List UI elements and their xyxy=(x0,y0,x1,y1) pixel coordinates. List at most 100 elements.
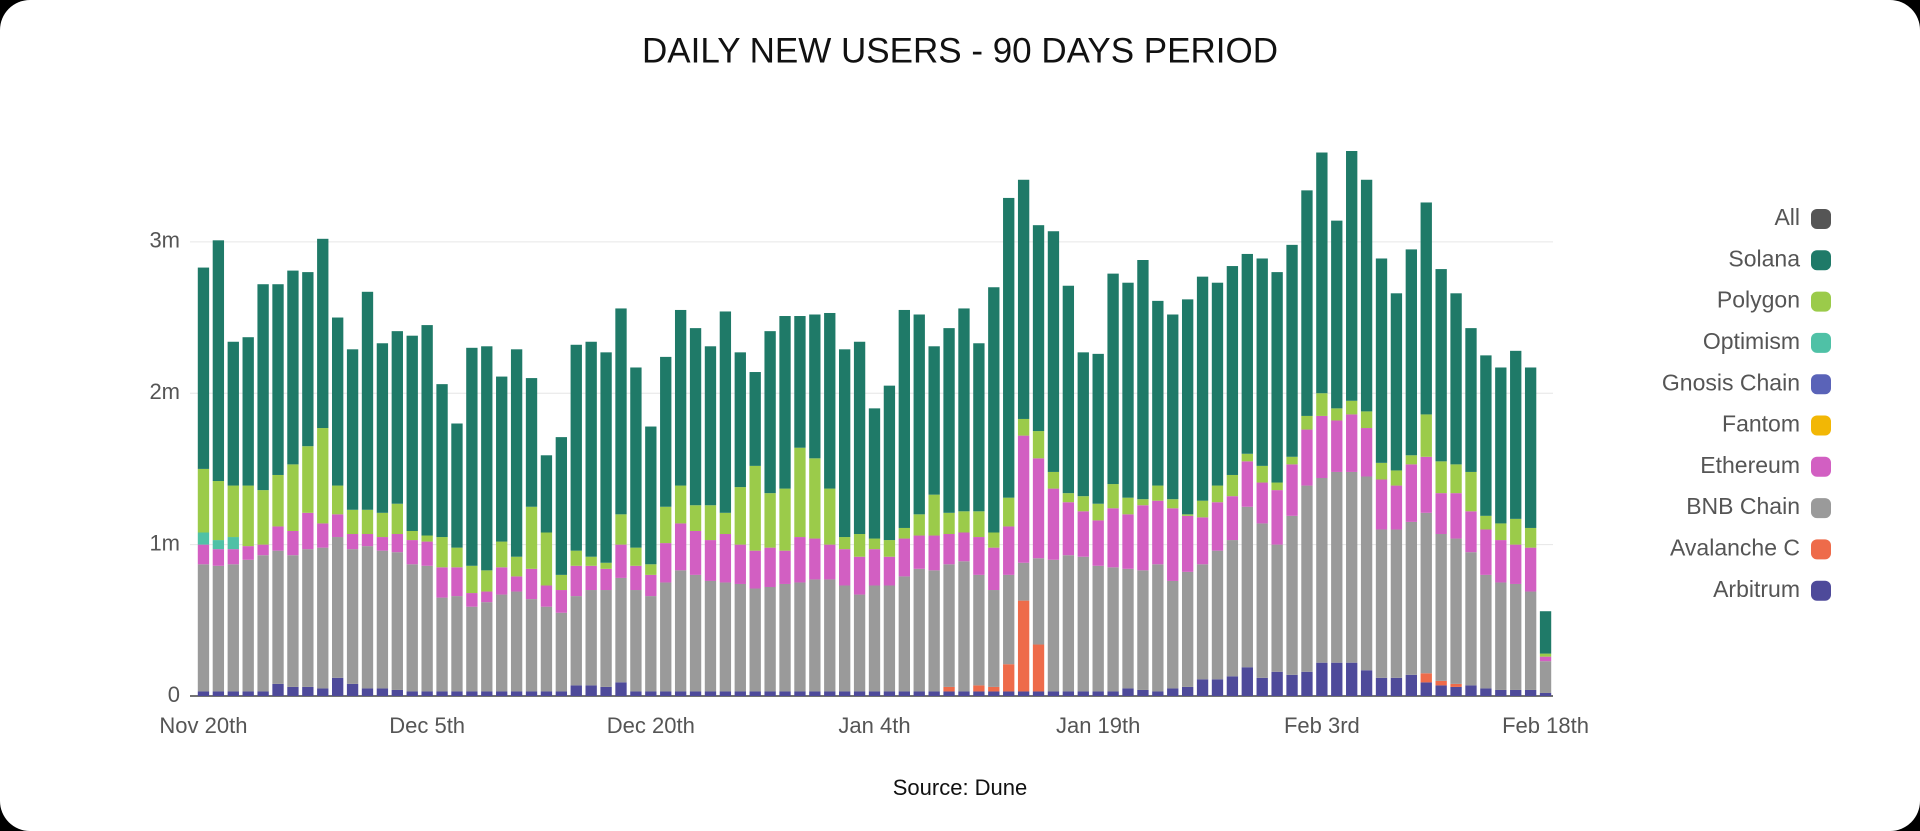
legend-swatch xyxy=(1811,374,1831,395)
bar-segment xyxy=(1032,431,1045,459)
bar-segment xyxy=(1017,562,1030,601)
bar-segment xyxy=(451,567,463,597)
y-tick-label: 1m xyxy=(149,530,180,555)
bar-segment xyxy=(1196,679,1209,696)
bar-segment xyxy=(212,540,225,550)
bar-segment xyxy=(1047,471,1060,489)
bar-segment xyxy=(1286,464,1298,516)
bar-segment xyxy=(689,505,702,531)
bar-segment xyxy=(1003,197,1015,498)
bar-segment xyxy=(257,691,269,696)
bar-segment xyxy=(242,485,254,547)
bar-segment xyxy=(317,523,329,548)
bar-segment xyxy=(525,599,538,692)
bar-segment xyxy=(1390,470,1403,486)
bar-segment xyxy=(853,556,866,595)
bar-segment xyxy=(660,582,672,692)
bar-segment xyxy=(1524,689,1537,696)
bar-segment xyxy=(1301,415,1313,430)
bar-segment xyxy=(704,691,717,696)
bar-segment xyxy=(645,574,657,597)
bar-segment xyxy=(1122,497,1134,515)
legend-label: Avalanche C xyxy=(1670,534,1800,560)
bar-segment xyxy=(1092,520,1104,566)
bar-segment xyxy=(630,547,642,566)
bar-segment xyxy=(839,537,851,550)
bar-segment xyxy=(1122,282,1134,498)
bar-segment xyxy=(1107,691,1119,696)
bar-segment xyxy=(1435,493,1447,535)
bar-segment xyxy=(704,580,717,692)
bar-segment xyxy=(1122,514,1134,569)
bar-segment xyxy=(779,550,791,584)
bar-segment xyxy=(645,426,657,565)
bar-segment xyxy=(1181,299,1194,515)
bar-segment xyxy=(466,606,478,692)
bar-segment xyxy=(1196,564,1209,680)
bar-segment xyxy=(719,582,732,692)
bar-segment xyxy=(1316,393,1328,416)
bar-segment xyxy=(1032,558,1045,645)
bar-segment xyxy=(242,546,254,560)
bar-segment xyxy=(1286,515,1298,675)
bar-segment xyxy=(212,240,225,482)
bar-segment xyxy=(913,568,925,692)
bar-segment xyxy=(1435,680,1447,686)
bar-segment xyxy=(540,691,553,696)
bar-segment xyxy=(212,565,225,692)
bar-segment xyxy=(779,488,791,551)
bar-segment xyxy=(1241,253,1253,454)
bar-segment xyxy=(1107,484,1119,509)
bar-segment xyxy=(689,574,702,692)
bar-segment xyxy=(645,691,657,696)
bar-segment xyxy=(988,547,1000,591)
bar-segment xyxy=(600,686,612,696)
bar-segment xyxy=(302,686,314,696)
bar-segment xyxy=(287,555,299,687)
bar-segment xyxy=(913,514,925,536)
legend-label: Gnosis Chain xyxy=(1662,369,1800,395)
bar-segment xyxy=(1524,527,1537,548)
legend-label: Fantom xyxy=(1722,411,1800,437)
bar-segment xyxy=(585,685,597,696)
bar-segment xyxy=(570,344,582,551)
bar-segment xyxy=(1107,567,1119,692)
bar-segment xyxy=(809,691,821,696)
bar-segment xyxy=(853,534,866,557)
legend-swatch xyxy=(1811,456,1831,477)
x-tick-label: Jan 4th xyxy=(838,713,910,738)
bar-segment xyxy=(376,550,389,689)
bar-segment xyxy=(421,541,433,566)
bar-segment xyxy=(764,587,776,692)
bar-segment xyxy=(1390,677,1403,696)
bar-segment xyxy=(1316,415,1328,478)
bar-segment xyxy=(913,535,925,569)
bar-segment xyxy=(1465,511,1477,553)
bar-segment xyxy=(1077,352,1089,497)
bar-segment xyxy=(1211,485,1224,503)
bar-segment xyxy=(674,691,687,696)
bar-segment xyxy=(839,549,851,586)
bar-segment xyxy=(466,565,478,594)
bar-segment xyxy=(510,349,523,557)
bar-segment xyxy=(1510,544,1522,584)
bar-segment xyxy=(600,562,612,569)
bar-segment xyxy=(1375,677,1388,696)
bar-segment xyxy=(660,506,672,544)
bar-segment xyxy=(1122,688,1134,696)
bar-segment xyxy=(1480,688,1492,696)
bar-segment xyxy=(272,550,284,684)
bar-segment xyxy=(660,356,672,507)
bar-segment xyxy=(1390,485,1403,530)
bar-segment xyxy=(1539,692,1552,696)
bar-segment xyxy=(257,544,269,556)
bar-segment xyxy=(1420,682,1432,696)
legend-swatch xyxy=(1811,250,1831,271)
bar-segment xyxy=(302,549,314,687)
bar-segment xyxy=(481,346,493,571)
bar-segment xyxy=(212,481,225,541)
bar-segment xyxy=(1152,564,1164,692)
bar-segment xyxy=(1167,580,1179,689)
bar-segment xyxy=(1137,505,1149,571)
